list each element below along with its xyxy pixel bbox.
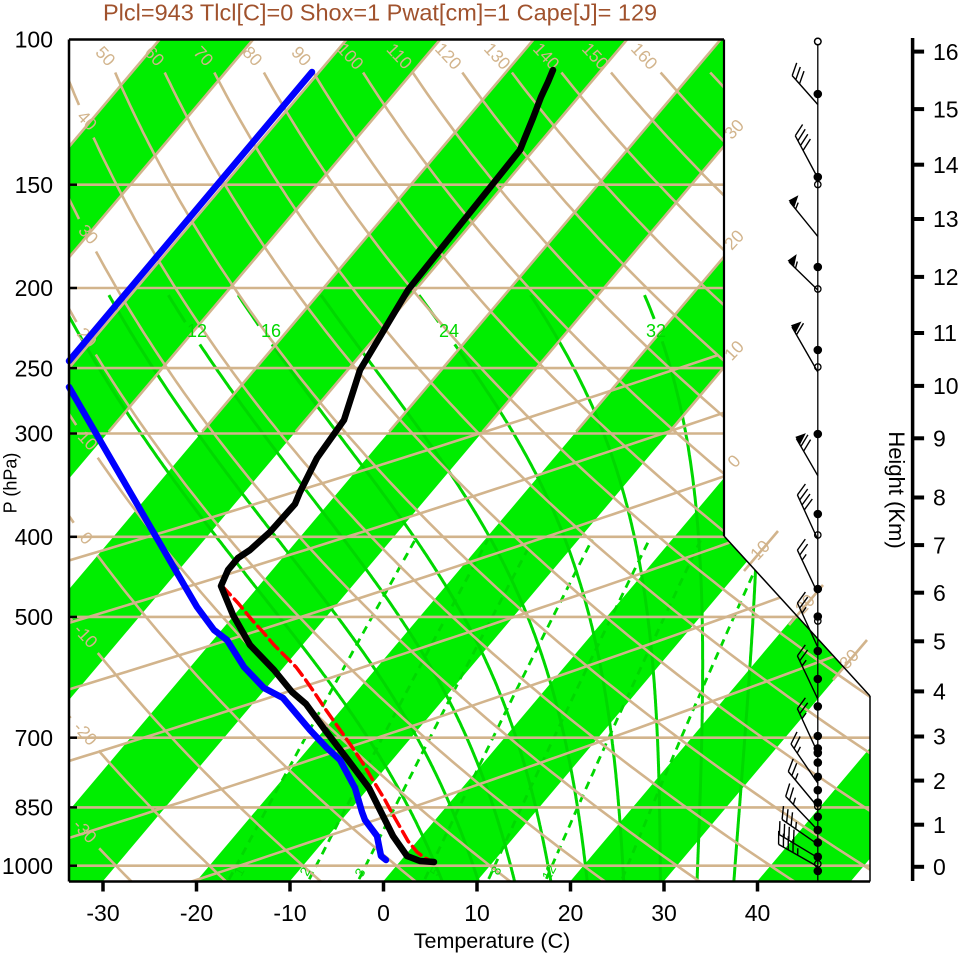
svg-text:30: 30 <box>651 900 677 926</box>
svg-text:2: 2 <box>933 768 946 794</box>
svg-text:6: 6 <box>933 580 946 606</box>
svg-text:Plcl=943 Tlcl[C]=0 Shox=1 Pwat: Plcl=943 Tlcl[C]=0 Shox=1 Pwat[cm]=1 Cap… <box>103 0 657 26</box>
svg-text:Temperature (C): Temperature (C) <box>414 929 571 953</box>
svg-text:0: 0 <box>933 854 946 880</box>
svg-text:150: 150 <box>15 172 53 198</box>
svg-text:11: 11 <box>933 320 957 346</box>
svg-text:P (hPa): P (hPa) <box>1 453 21 514</box>
svg-text:100: 100 <box>15 26 53 52</box>
svg-text:-10: -10 <box>273 900 306 926</box>
svg-text:0: 0 <box>377 900 390 926</box>
svg-text:1: 1 <box>933 812 946 838</box>
svg-text:14: 14 <box>933 152 959 178</box>
svg-text:700: 700 <box>15 725 53 751</box>
svg-text:3: 3 <box>933 724 946 750</box>
svg-text:13: 13 <box>933 206 959 232</box>
svg-text:32: 32 <box>646 321 666 341</box>
svg-text:7: 7 <box>933 532 946 558</box>
svg-text:8: 8 <box>933 485 946 511</box>
svg-text:-30: -30 <box>86 900 119 926</box>
svg-text:850: 850 <box>15 795 53 821</box>
svg-text:9: 9 <box>933 426 946 452</box>
svg-text:500: 500 <box>15 604 53 630</box>
svg-text:12: 12 <box>933 264 959 290</box>
svg-text:10: 10 <box>464 900 490 926</box>
svg-text:250: 250 <box>15 355 53 381</box>
svg-text:16: 16 <box>261 321 281 341</box>
svg-text:15: 15 <box>933 96 959 122</box>
svg-text:5: 5 <box>933 629 946 655</box>
svg-text:40: 40 <box>745 900 771 926</box>
svg-text:1000: 1000 <box>2 853 53 879</box>
svg-text:24: 24 <box>439 321 459 341</box>
svg-text:10: 10 <box>933 373 959 399</box>
svg-text:16: 16 <box>933 39 959 65</box>
svg-text:-20: -20 <box>180 900 213 926</box>
svg-text:400: 400 <box>15 524 53 550</box>
svg-text:300: 300 <box>15 421 53 447</box>
svg-text:Height (Km): Height (Km) <box>884 431 909 548</box>
svg-text:12: 12 <box>187 321 207 341</box>
svg-text:200: 200 <box>15 275 53 301</box>
svg-text:20: 20 <box>558 900 584 926</box>
svg-text:4: 4 <box>933 679 946 705</box>
